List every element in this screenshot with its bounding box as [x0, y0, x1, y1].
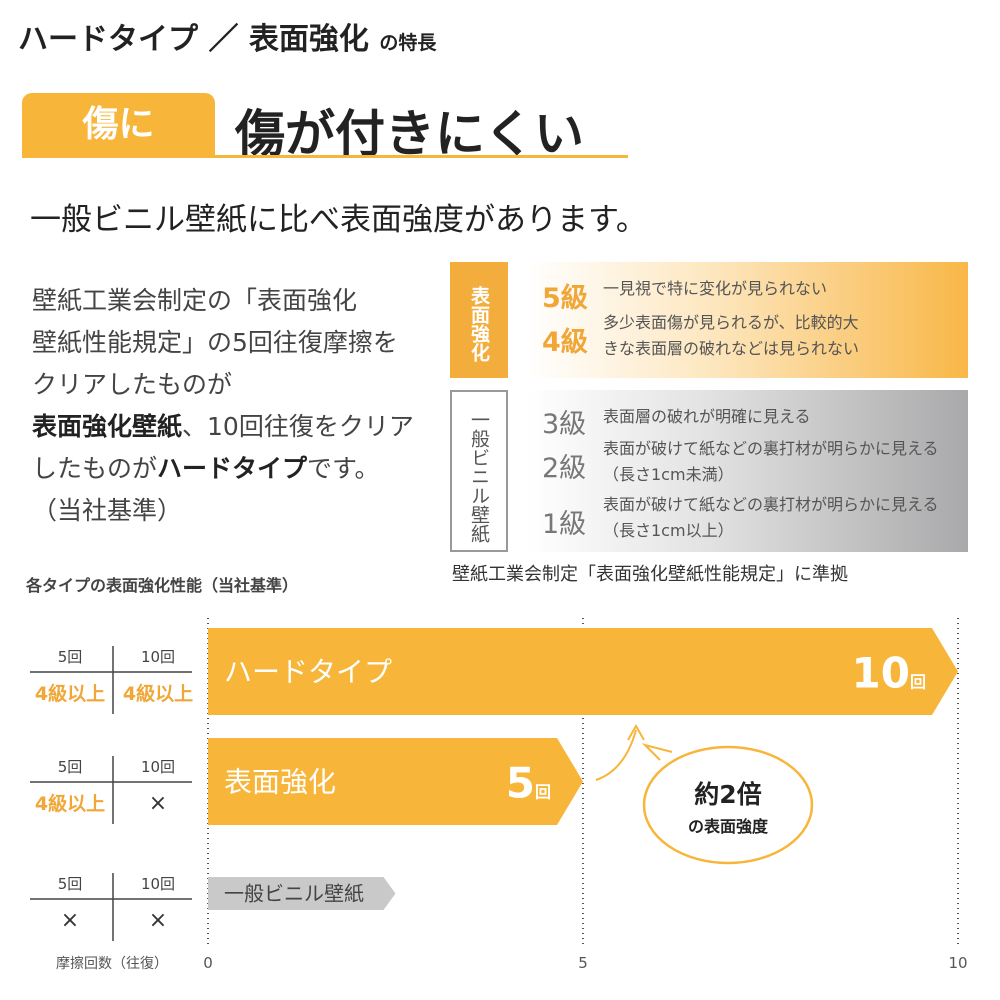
grade-2-desc: 表面が破けて紙などの裏打材が明らかに見える（長さ1cm未満） [603, 439, 939, 484]
annotation-main: 約2倍 [694, 780, 761, 809]
banner-badge: 傷に [22, 93, 215, 156]
bar-label: 一般ビニル壁紙 [224, 882, 364, 906]
tick-label: 10 [948, 954, 967, 972]
grade-1-desc: 表面が破けて紙などの裏打材が明らかに見える（長さ1cm以上） [603, 495, 939, 540]
vinyl-label: 一般ビニル壁紙 [450, 390, 508, 552]
arrow-head-icon [627, 723, 645, 741]
chart-title: 各タイプの表面強化性能（当社基準） [26, 576, 299, 595]
bar-1 [208, 738, 583, 825]
bar-label: 表面強化 [224, 766, 336, 799]
bar-2 [208, 877, 396, 910]
heading-underline [22, 155, 628, 158]
table-cell: 4級以上 [35, 682, 105, 705]
grade-5-desc: 一見視で特に変化が見られない [603, 279, 828, 298]
table-cell: × [149, 791, 167, 816]
annotation-sub: の表面強度 [688, 817, 769, 836]
surface-grade-panel: 表面強化 5級 一見視で特に変化が見られない 4級 多少表面傷が見られるが、比較… [450, 262, 968, 378]
bar-label: ハードタイプ [224, 656, 392, 689]
grade-5: 5級 [542, 283, 588, 314]
table-cell: × [149, 908, 167, 933]
data-label: 10回 [852, 649, 926, 698]
subtitle: 一般ビニル壁紙に比べ表面強度があります。 [30, 202, 647, 238]
grade-4-desc: 多少表面傷が見られるが、比較的大きな表面層の破れなどは見られない [603, 313, 860, 358]
x-axis-label: 摩擦回数（往復） [56, 955, 168, 972]
tick-label: 5 [578, 954, 588, 972]
table-cell: 4級以上 [123, 682, 193, 705]
table-cell: 4級以上 [35, 792, 105, 815]
bubble-tail [641, 743, 673, 761]
grade-4: 4級 [542, 327, 588, 358]
grade-1: 1級 [542, 509, 587, 540]
table-header: 5回 [58, 758, 83, 776]
page-title: ハードタイプ ／ 表面強化 の特長 [18, 22, 437, 57]
grade-2: 2級 [542, 453, 587, 484]
surface-label: 表面強化 [450, 262, 508, 378]
tick-label: 0 [203, 954, 213, 972]
table-header: 10回 [141, 875, 175, 893]
vinyl-grade-panel: 一般ビニル壁紙 3級 表面層の破れが明確に見える 2級 表面が破けて紙などの裏打… [450, 390, 968, 552]
banner-heading: 傷が付きにくい [235, 105, 584, 163]
speech-bubble [642, 745, 814, 865]
grade-3: 3級 [542, 409, 587, 440]
table-cell: × [61, 908, 79, 933]
table-header: 10回 [141, 648, 175, 666]
grade-caption: 壁紙工業会制定「表面強化壁紙性能規定」に準拠 [452, 564, 848, 585]
grade-3-desc: 表面層の破れが明確に見える [603, 407, 811, 426]
arrow-line [595, 729, 637, 781]
description-paragraph: 壁紙工業会制定の「表面強化 壁紙性能規定」の5回往復摩擦を クリアしたものが 表… [32, 286, 414, 525]
table-header: 5回 [58, 875, 83, 893]
bar-0 [208, 628, 958, 715]
table-header: 10回 [141, 758, 175, 776]
table-header: 5回 [58, 648, 83, 666]
data-label: 5回 [506, 759, 551, 808]
